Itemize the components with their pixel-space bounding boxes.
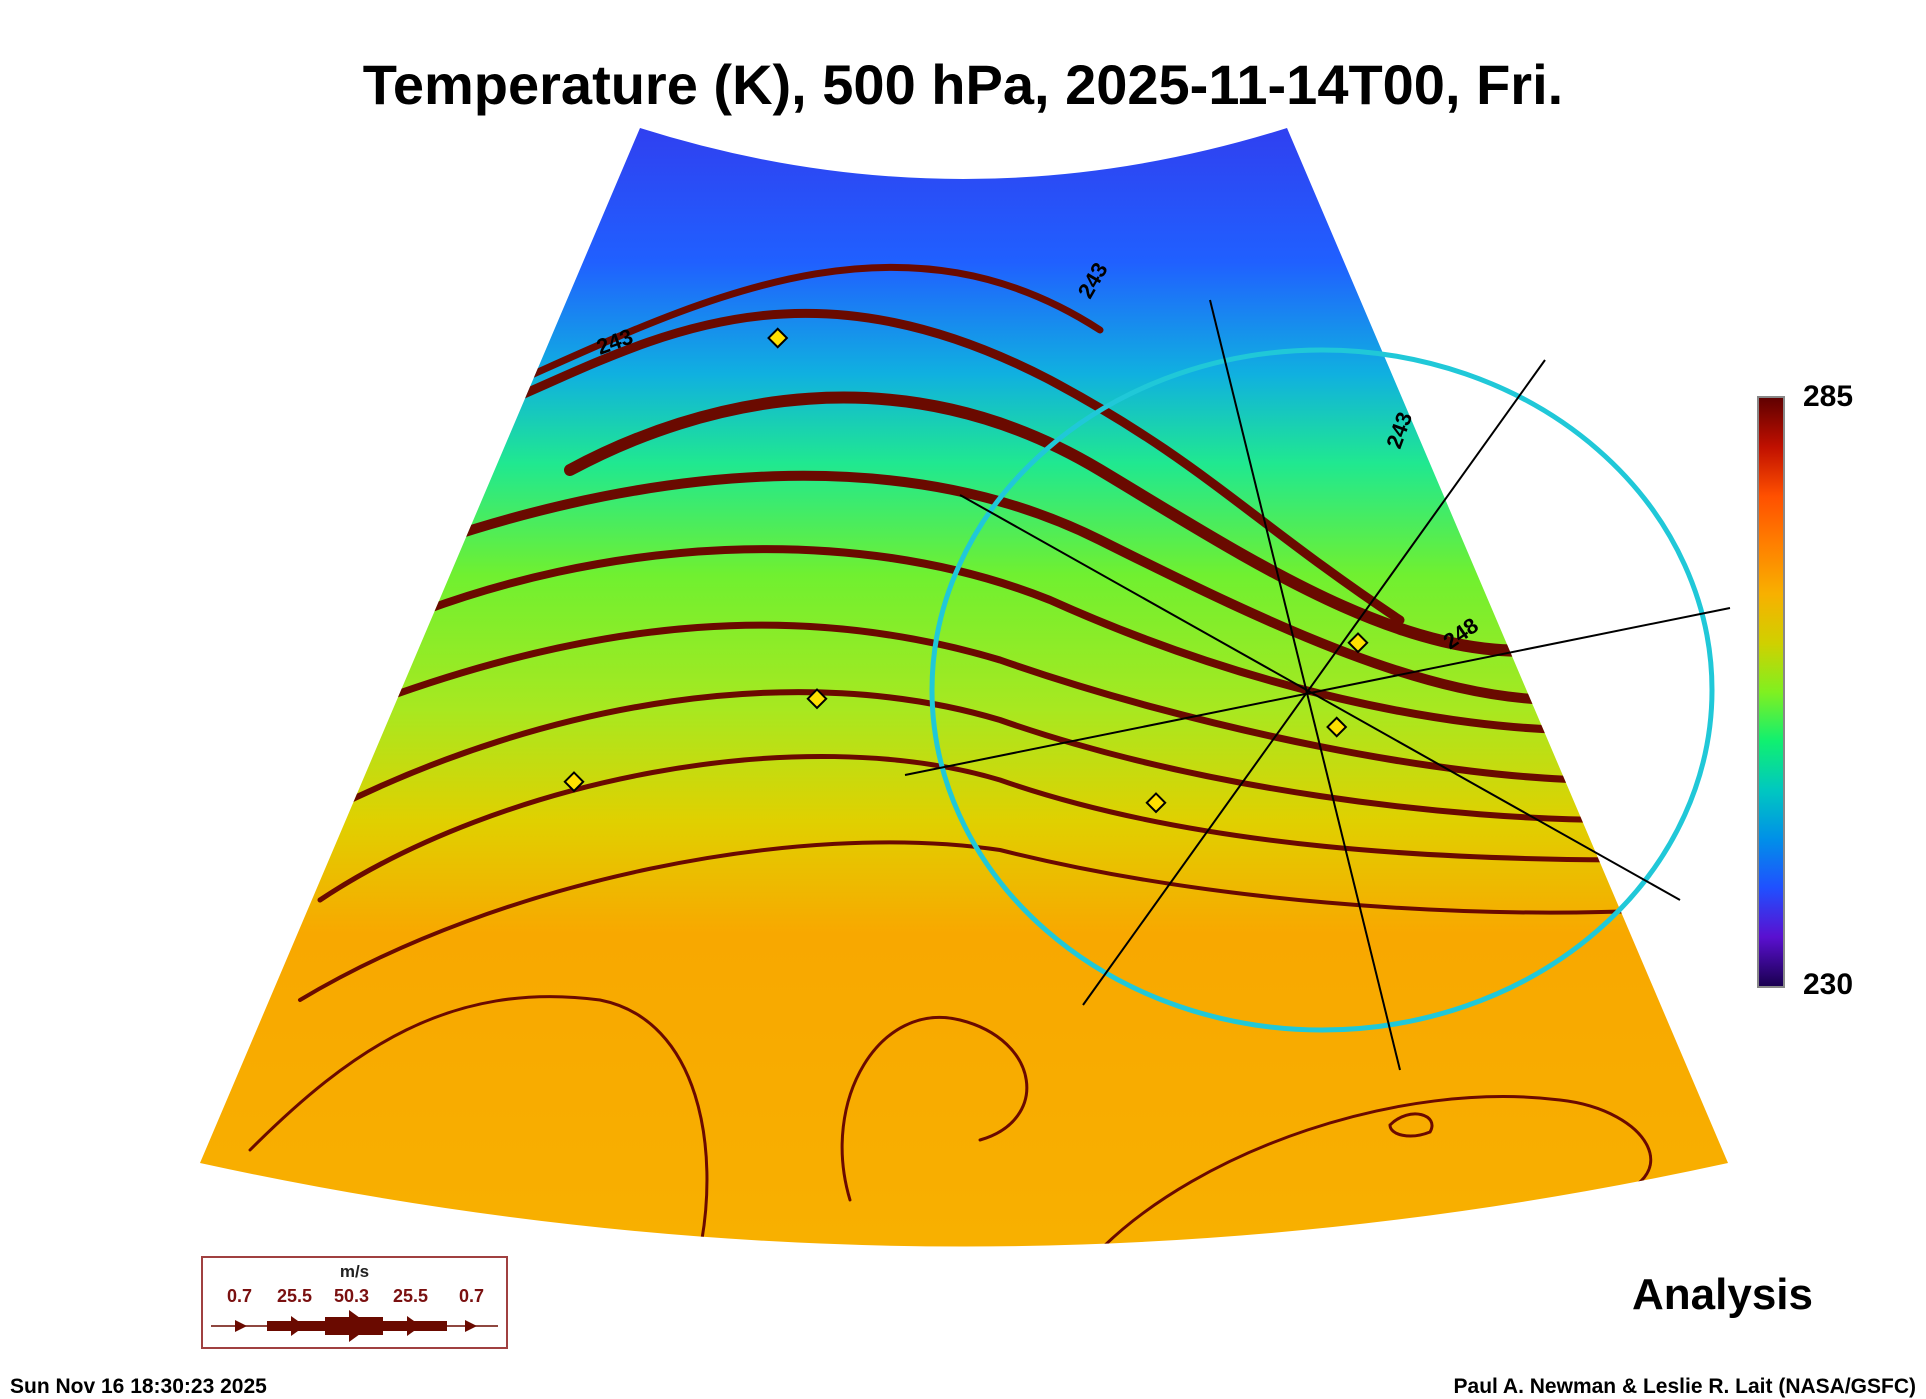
temperature-field bbox=[200, 128, 1728, 1247]
station-marker bbox=[767, 327, 789, 349]
streamline bbox=[327, 689, 1623, 823]
streamline bbox=[435, 470, 1565, 705]
streamline bbox=[1388, 1112, 1434, 1138]
legend-value: 25.5 bbox=[277, 1286, 313, 1306]
wind-speed-legend: m/s 0.7 25.5 50.3 25.5 0.7 bbox=[201, 1256, 508, 1349]
streamline bbox=[505, 308, 1405, 625]
legend-value: 25.5 bbox=[393, 1286, 429, 1306]
legend-value: 50.3 bbox=[334, 1286, 370, 1306]
station-marker bbox=[563, 771, 585, 793]
streamline bbox=[317, 754, 1643, 903]
legend-value: 0.7 bbox=[227, 1286, 253, 1306]
legend-arrow bbox=[211, 1310, 498, 1342]
station-marker bbox=[1145, 792, 1167, 814]
station-marker bbox=[1326, 716, 1348, 738]
streamlines bbox=[248, 263, 1662, 1247]
streamline bbox=[564, 391, 1546, 657]
colorbar bbox=[1757, 396, 1785, 988]
legend-unit: m/s bbox=[339, 1262, 370, 1281]
trajectory-ring bbox=[904, 299, 1731, 1071]
colorbar-max-label: 285 bbox=[1803, 380, 1854, 413]
legend-value: 0.7 bbox=[459, 1286, 485, 1306]
station-marker bbox=[1347, 632, 1369, 654]
footer-timestamp: Sun Nov 16 18:30:23 2025 bbox=[10, 1375, 267, 1398]
streamline bbox=[248, 995, 709, 1247]
product-label: Analysis bbox=[1632, 1270, 1813, 1319]
colorbar-min-label: 230 bbox=[1803, 968, 1854, 1001]
footer-credit: Paul A. Newman & Leslie R. Lait (NASA/GS… bbox=[1453, 1375, 1916, 1398]
streamline bbox=[840, 1016, 1029, 1202]
streamline bbox=[376, 621, 1604, 784]
streamline bbox=[298, 840, 1662, 1002]
streamline bbox=[1098, 1095, 1653, 1247]
streamline bbox=[516, 263, 1104, 384]
station-marker bbox=[806, 688, 828, 710]
chart-title: Temperature (K), 500 hPa, 2025-11-14T00,… bbox=[362, 53, 1564, 116]
streamline bbox=[396, 545, 1584, 734]
station-markers bbox=[563, 327, 1369, 814]
